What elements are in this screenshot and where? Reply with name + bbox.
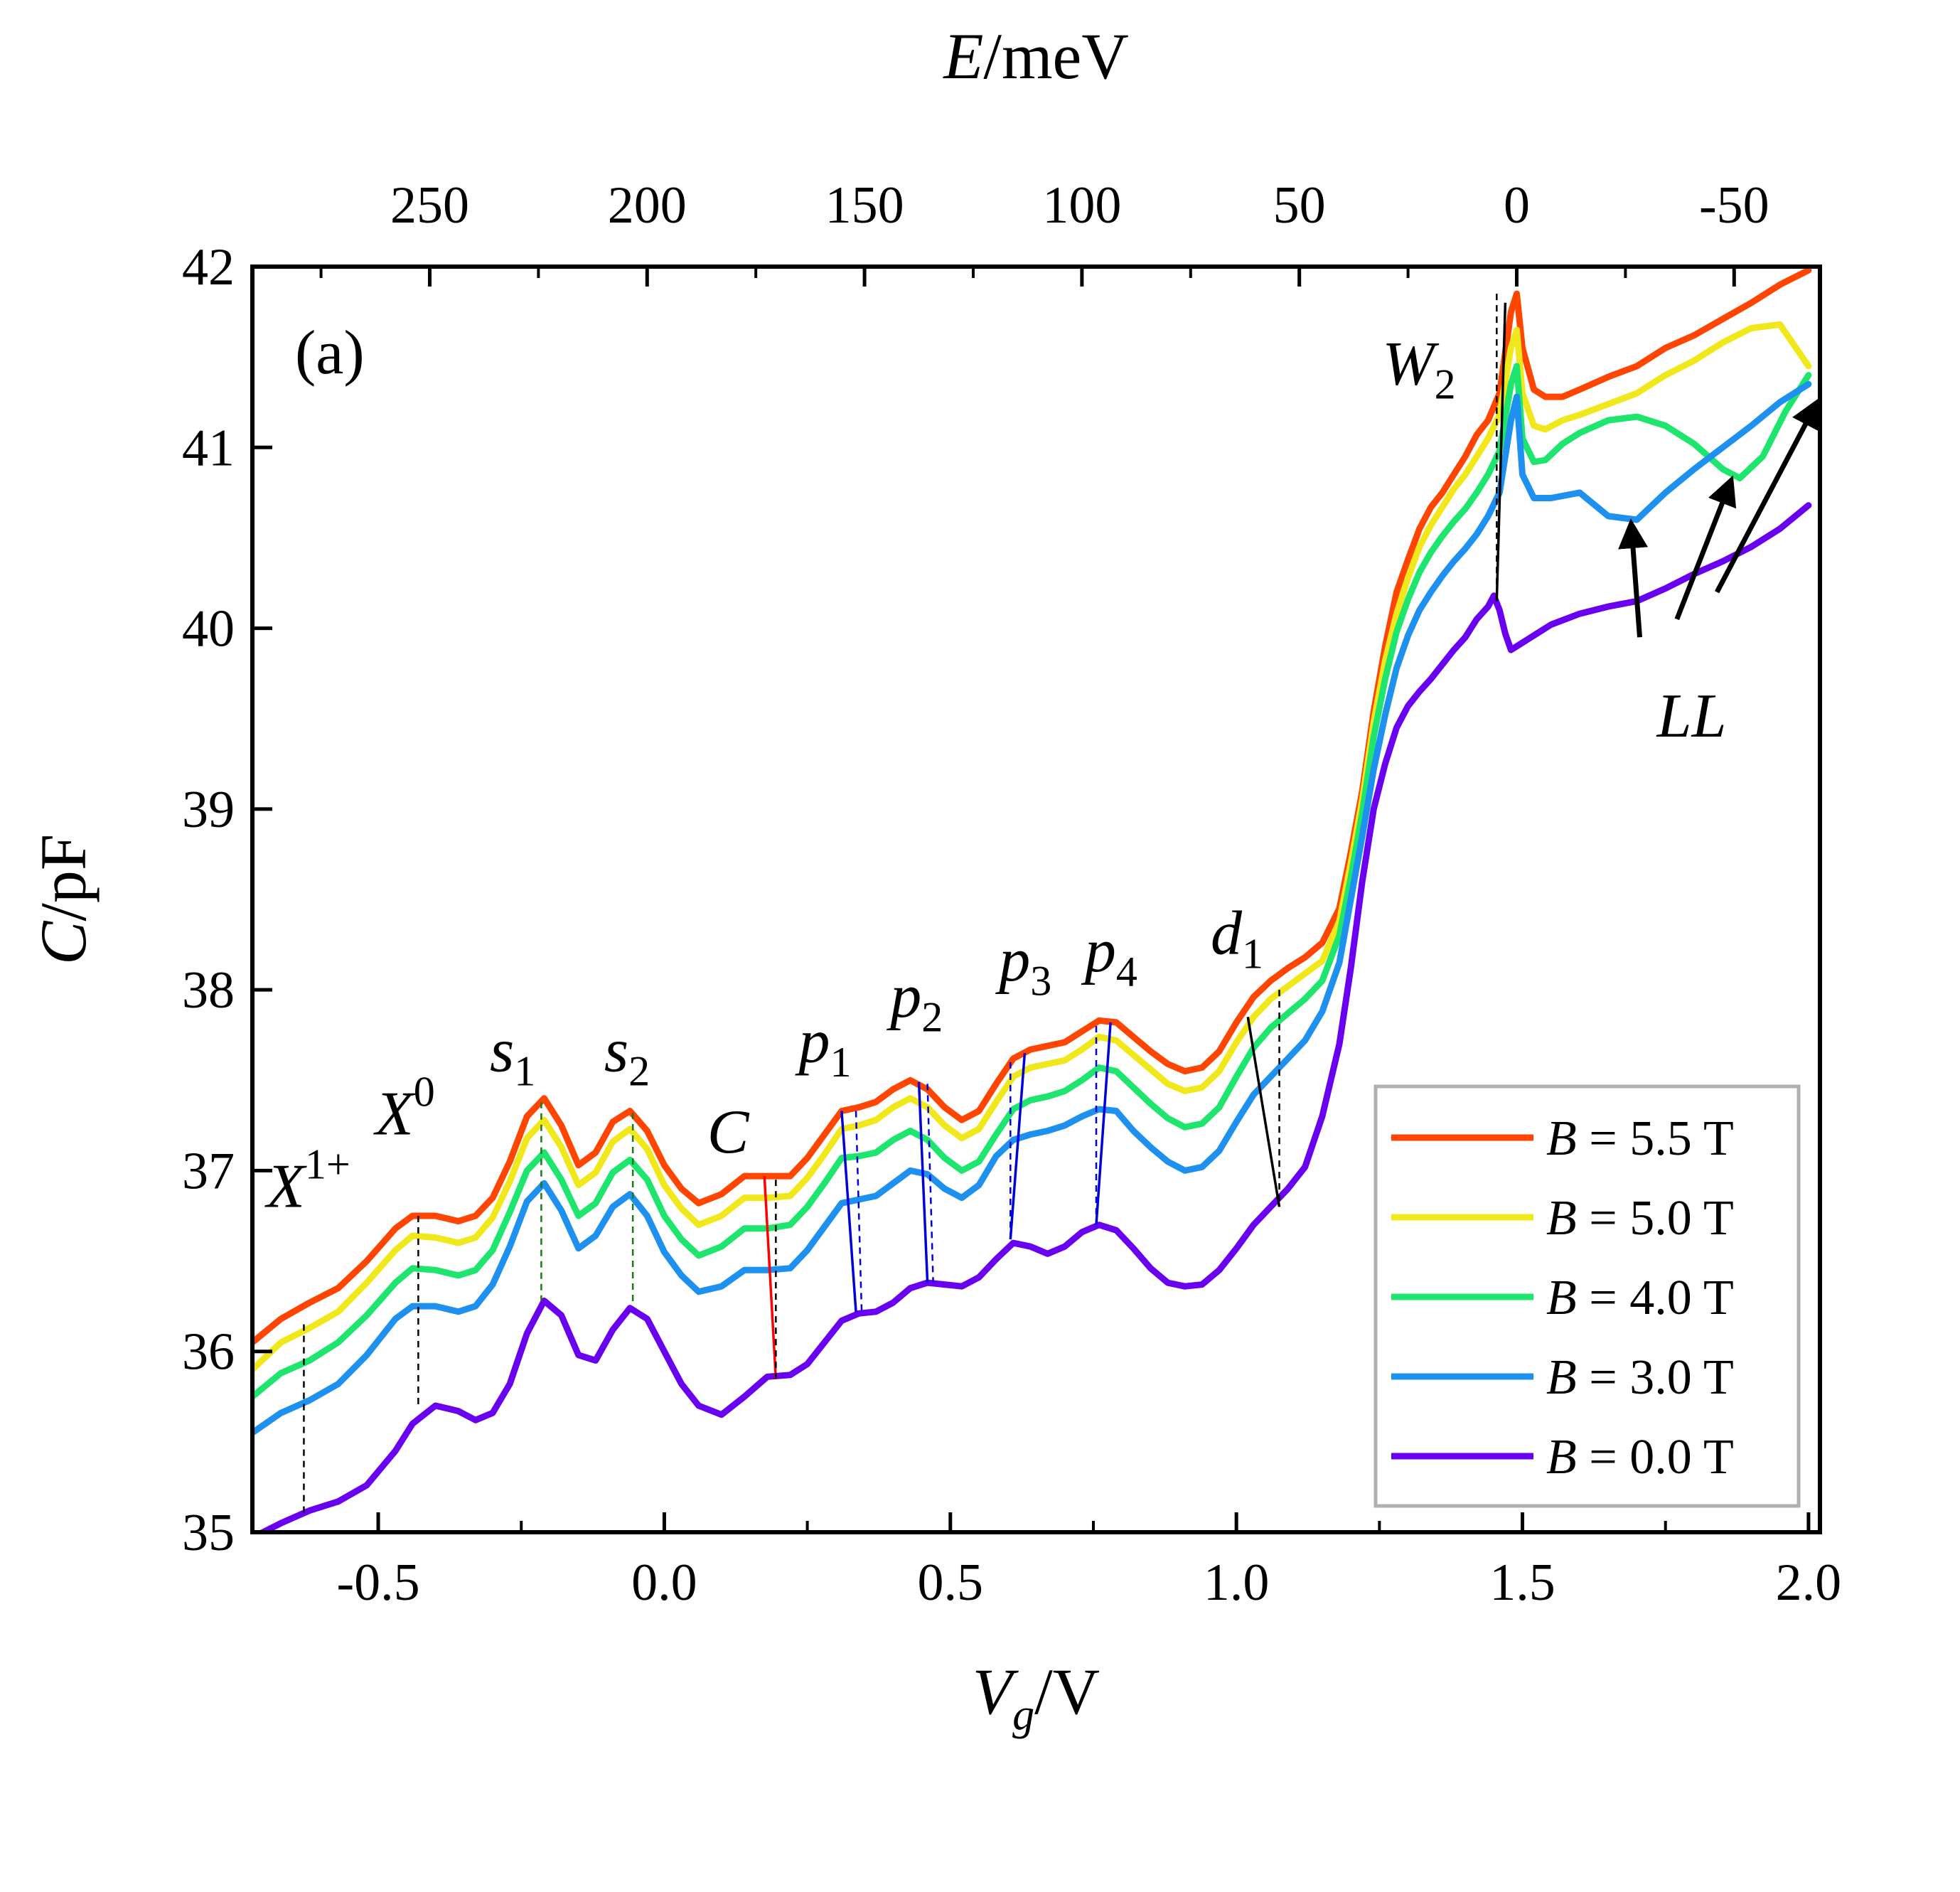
guide-line-9 [917, 1081, 929, 1283]
y-tick-label: 37 [182, 1142, 235, 1200]
panel-label: (a) [295, 319, 365, 388]
series-line-4 [252, 380, 1812, 1436]
y-tick-label: 36 [182, 1323, 235, 1381]
y-tick-label: 40 [182, 600, 235, 658]
guide-line-13 [1095, 1022, 1112, 1225]
ll-arrow-1 [1618, 518, 1649, 638]
guide-line-8 [855, 1111, 863, 1312]
top-axis-title: E/meV [942, 20, 1129, 92]
peak-label-2: X0 [373, 1069, 435, 1149]
ll-arrow-3 [1715, 397, 1820, 594]
x-tick-label: 2.0 [1776, 1554, 1842, 1612]
plot-frame [250, 264, 1822, 1534]
legend-label-2: B = 5.0 T [1546, 1191, 1734, 1246]
y-tick-label: 38 [182, 961, 235, 1020]
series-line-2 [252, 321, 1812, 1373]
peak-label-6: p1 [795, 1008, 852, 1086]
guide-line-5 [763, 1175, 778, 1379]
peak-label-7: p2 [886, 962, 943, 1040]
guide-line-17 [1495, 302, 1507, 602]
x-tick-label: -0.5 [336, 1554, 419, 1612]
top-tick-label: 150 [825, 176, 904, 235]
guide-layer [303, 294, 1507, 1514]
guide-line-11 [1009, 1053, 1027, 1240]
top-tick-label: 50 [1273, 176, 1326, 235]
series-layer [252, 267, 1812, 1532]
peak-label-1: X1+ [264, 1140, 350, 1221]
peak-label-4: s2 [604, 1017, 650, 1095]
y-tick-label: 41 [182, 419, 235, 477]
legend: B = 5.5 T B = 5.0 T B = 4.0 T B = 3.0 T B = … [1373, 1084, 1801, 1508]
series-line-5 [256, 502, 1812, 1532]
guide-line-7 [840, 1111, 857, 1312]
axis-layer: -0.5 0.0 0.5 1.0 1.5 2.0 35 36 37 38 39 40 41 42 250 20… [27, 20, 1841, 1739]
peak-label-5: C [707, 1098, 750, 1167]
peak-label-12: LL [1656, 682, 1727, 751]
peak-label-8: p3 [995, 926, 1051, 1004]
x-axis-title: Vg/V [973, 1655, 1100, 1739]
series-line-1 [252, 267, 1812, 1346]
ll-arrow-2 [1674, 475, 1737, 621]
arrow-layer [1618, 397, 1820, 638]
x-tick-label: 1.0 [1204, 1554, 1270, 1612]
legend-label-5: B = 0.0 T [1546, 1430, 1734, 1485]
x-tick-label: 1.5 [1489, 1554, 1555, 1612]
y-tick-label: 42 [182, 238, 235, 296]
x-tick-label: 0.0 [631, 1554, 697, 1612]
annotation-layer: (a) X1+ X0 s1 s2 Cp1 p2 p3 p4 d1 W2 LL [264, 319, 1726, 1221]
top-tick-label: 200 [608, 176, 687, 235]
peak-label-10: d1 [1211, 899, 1263, 977]
peak-label-3: s1 [490, 1017, 535, 1095]
legend-label-3: B = 4.0 T [1546, 1271, 1734, 1325]
peak-label-11: W2 [1382, 329, 1455, 407]
y-axis-title: C/pF [27, 834, 100, 965]
y-tick-label: 39 [182, 781, 235, 839]
legend-label-1: B = 5.5 T [1546, 1111, 1734, 1166]
peak-label-9: p4 [1081, 917, 1137, 995]
guide-line-15 [1246, 1016, 1281, 1207]
top-tick-label: 100 [1042, 176, 1121, 235]
top-tick-label: -50 [1699, 176, 1769, 235]
top-tick-label: 250 [390, 176, 469, 235]
top-tick-label: 0 [1504, 176, 1530, 235]
x-tick-label: 0.5 [918, 1554, 984, 1612]
series-line-3 [252, 363, 1812, 1400]
y-tick-label: 35 [182, 1504, 235, 1562]
legend-label-4: B = 3.0 T [1546, 1350, 1734, 1405]
